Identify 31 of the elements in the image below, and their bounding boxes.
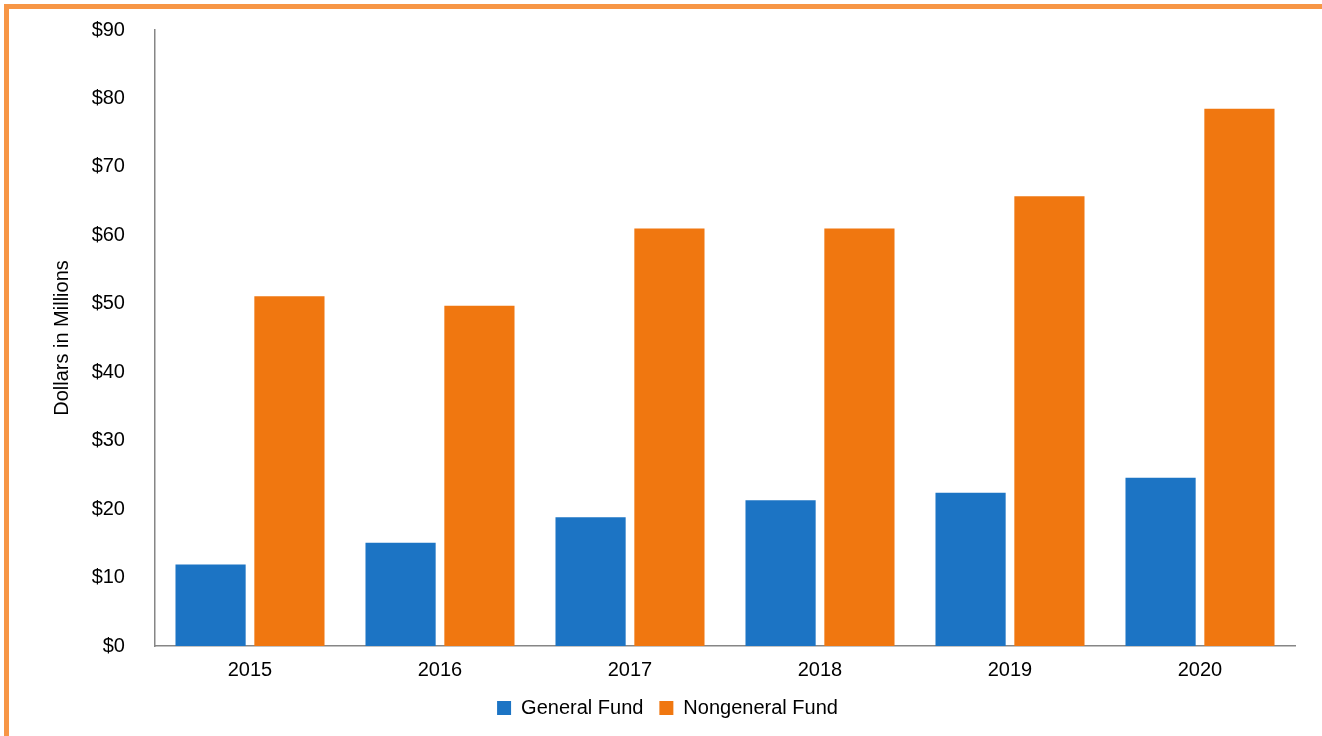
bar (935, 492, 1006, 646)
x-tick-label: 2019 (987, 657, 1033, 680)
bar (555, 517, 626, 646)
y-tick-label: $0 (102, 633, 125, 656)
legend-label: Nongeneral Fund (683, 695, 838, 718)
bar (745, 500, 816, 646)
y-tick-label: $50 (91, 291, 125, 314)
x-tick-label: 2016 (417, 657, 463, 680)
y-tick-label: $40 (91, 359, 125, 382)
bar (365, 542, 436, 646)
bar (824, 228, 895, 646)
bar (1125, 477, 1196, 646)
x-tick-label: 2015 (227, 657, 273, 680)
x-tick-label: 2017 (607, 657, 653, 680)
y-tick-label: $10 (91, 565, 125, 588)
bar (175, 564, 246, 646)
y-tick-label: $20 (91, 496, 125, 519)
bar (444, 305, 515, 646)
bar (634, 228, 705, 646)
y-axis-title: Dollars in Millions (49, 260, 72, 416)
x-tick-label: 2018 (797, 657, 843, 680)
y-tick-label: $60 (91, 222, 125, 245)
y-tick-label: $70 (91, 154, 125, 177)
y-tick-label: $80 (91, 85, 125, 108)
legend-label: General Fund (521, 695, 644, 718)
y-tick-label: $30 (91, 428, 125, 451)
y-tick-label: $90 (91, 17, 125, 40)
x-tick-label: 2020 (1177, 657, 1223, 680)
bar (1014, 196, 1085, 646)
bar (254, 296, 325, 646)
bar (1204, 108, 1275, 646)
